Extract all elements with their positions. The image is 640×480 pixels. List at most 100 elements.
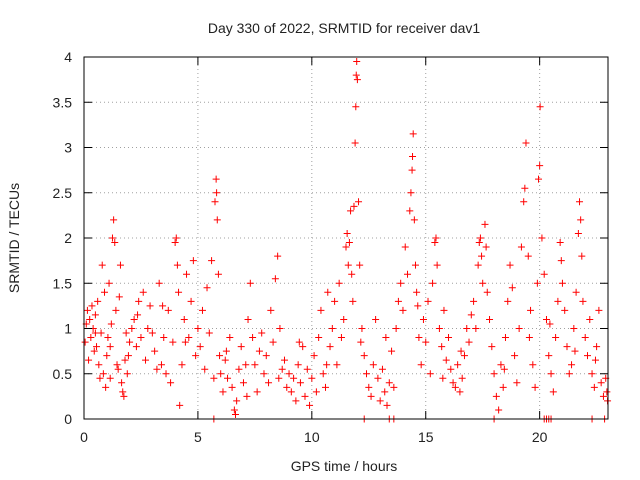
data-point bbox=[442, 356, 450, 364]
y-axis-label: SRMTID / TECUs bbox=[6, 183, 22, 293]
data-point bbox=[557, 257, 565, 265]
data-point bbox=[258, 329, 266, 337]
data-point bbox=[460, 352, 468, 360]
data-point bbox=[504, 297, 512, 305]
data-point bbox=[210, 374, 218, 382]
data-point bbox=[413, 288, 421, 296]
data-point bbox=[451, 383, 459, 391]
data-point bbox=[350, 202, 358, 210]
data-point bbox=[112, 306, 120, 314]
data-point bbox=[122, 329, 130, 337]
data-point bbox=[283, 383, 291, 391]
data-point bbox=[308, 374, 316, 382]
data-point bbox=[132, 343, 140, 351]
data-point bbox=[367, 392, 375, 400]
data-point bbox=[275, 374, 283, 382]
data-point bbox=[599, 392, 607, 400]
data-point bbox=[482, 243, 490, 251]
data-point bbox=[96, 374, 104, 382]
data-point bbox=[579, 297, 587, 305]
data-point bbox=[549, 388, 557, 396]
data-point bbox=[439, 374, 447, 382]
data-point bbox=[568, 361, 576, 369]
data-points bbox=[81, 58, 612, 423]
data-point bbox=[352, 103, 360, 111]
data-point bbox=[144, 325, 152, 332]
data-point bbox=[363, 370, 371, 378]
data-point bbox=[593, 343, 601, 351]
data-point bbox=[251, 361, 259, 369]
data-point bbox=[212, 175, 220, 183]
data-point bbox=[595, 306, 603, 314]
data-point bbox=[481, 220, 489, 228]
data-point bbox=[410, 216, 418, 224]
data-point bbox=[95, 361, 103, 369]
data-point bbox=[134, 311, 142, 319]
data-point bbox=[86, 315, 94, 323]
data-point bbox=[394, 297, 402, 305]
data-point bbox=[426, 370, 434, 378]
data-point bbox=[397, 279, 405, 287]
data-point bbox=[249, 334, 257, 342]
data-point bbox=[499, 383, 507, 391]
data-point bbox=[490, 370, 498, 378]
x-tick-label: 5 bbox=[194, 429, 202, 445]
data-point bbox=[157, 361, 165, 369]
data-point bbox=[106, 343, 114, 351]
data-point bbox=[104, 334, 112, 342]
data-point bbox=[486, 315, 494, 323]
data-point bbox=[438, 343, 446, 351]
data-point bbox=[407, 189, 415, 197]
data-point bbox=[351, 139, 359, 147]
data-point bbox=[349, 297, 357, 305]
data-point bbox=[335, 279, 343, 287]
data-point bbox=[590, 383, 598, 391]
data-point bbox=[511, 352, 519, 360]
data-point bbox=[465, 338, 473, 346]
data-point bbox=[535, 175, 543, 183]
data-point bbox=[492, 392, 500, 400]
data-point bbox=[107, 320, 115, 328]
data-point bbox=[399, 306, 407, 314]
data-point bbox=[506, 261, 514, 269]
data-point bbox=[488, 343, 496, 351]
data-point bbox=[556, 239, 564, 247]
data-point bbox=[347, 207, 355, 215]
data-point bbox=[292, 397, 300, 405]
data-point bbox=[449, 379, 457, 387]
data-point bbox=[243, 392, 251, 400]
data-point bbox=[208, 257, 216, 265]
data-point bbox=[378, 365, 386, 373]
data-point bbox=[508, 284, 516, 292]
data-point bbox=[408, 166, 416, 174]
data-point bbox=[146, 302, 154, 310]
data-point bbox=[475, 239, 483, 247]
data-point bbox=[401, 243, 409, 251]
data-point bbox=[139, 288, 147, 296]
data-point bbox=[205, 329, 213, 337]
data-point bbox=[345, 239, 353, 247]
data-point bbox=[116, 261, 124, 269]
data-point bbox=[521, 184, 529, 192]
data-point bbox=[237, 343, 245, 351]
data-point bbox=[120, 392, 128, 400]
data-point bbox=[458, 374, 466, 382]
data-point bbox=[474, 261, 482, 269]
data-point bbox=[527, 306, 535, 314]
y-tick-label: 1 bbox=[64, 321, 72, 337]
y-tick-label: 2.5 bbox=[53, 185, 73, 201]
data-point bbox=[148, 329, 156, 337]
data-point bbox=[542, 315, 550, 323]
data-point bbox=[571, 347, 579, 355]
data-point bbox=[226, 334, 234, 342]
data-point bbox=[385, 379, 393, 387]
data-point bbox=[317, 306, 325, 314]
data-point bbox=[85, 356, 93, 364]
data-point bbox=[352, 71, 360, 79]
axis-ticks: 0 0.5 1 1.5 2 2.5 3 3.5 4 0 5 10 15 20 bbox=[53, 49, 608, 445]
data-point bbox=[310, 352, 318, 360]
data-point bbox=[536, 103, 544, 111]
data-point bbox=[235, 365, 243, 373]
y-tick-label: 0.5 bbox=[53, 366, 73, 382]
